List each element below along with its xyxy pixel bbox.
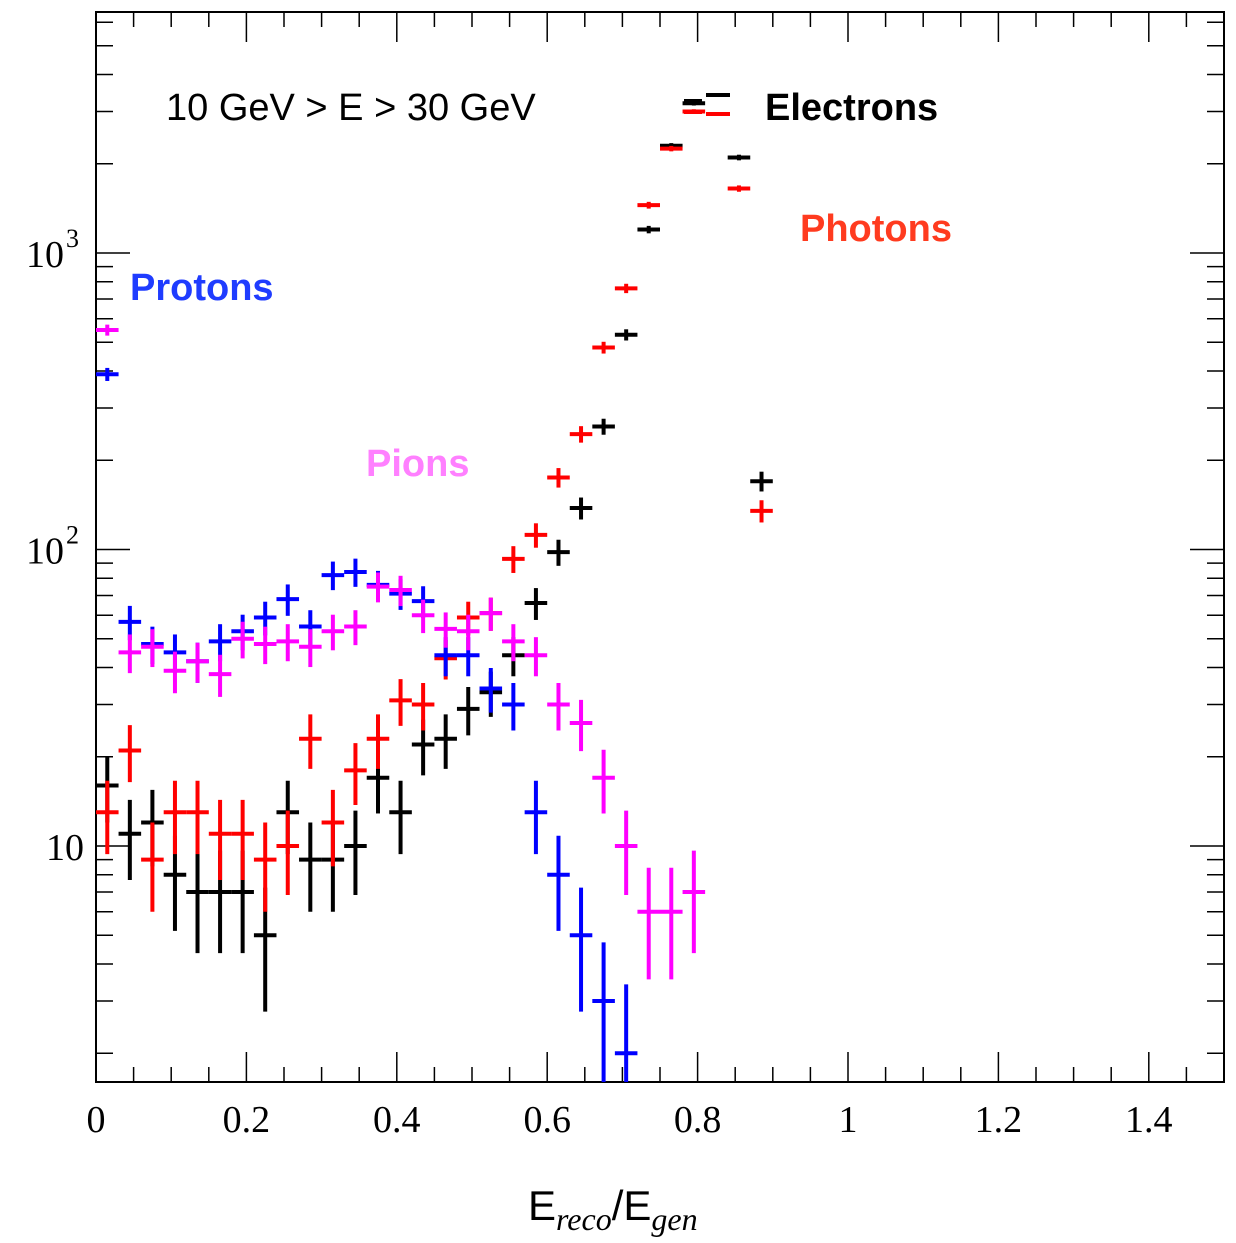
x-axis-title: Ereco/Egen — [528, 1182, 698, 1237]
x-tick-label: 0 — [87, 1099, 106, 1141]
y-tick-label: 10 — [46, 827, 84, 869]
x-axis-title-base1: E — [528, 1182, 556, 1229]
legend-label-protons: Protons — [130, 267, 274, 309]
y-tick-label: 10 — [26, 531, 64, 573]
x-tick-label: 0.8 — [674, 1099, 722, 1141]
y-tick-exponent: 2 — [66, 521, 79, 550]
electrons-legend-marker — [684, 93, 730, 116]
x-tick-label: 0.4 — [373, 1099, 421, 1141]
series-photons — [96, 109, 773, 912]
x-tick-label: 0.6 — [523, 1099, 571, 1141]
x-tick-label: 1 — [839, 1099, 858, 1141]
x-tick-label: 1.2 — [975, 1099, 1023, 1141]
x-axis-title-sep: /E — [612, 1182, 652, 1229]
y-tick-label: 10 — [26, 234, 64, 276]
axis-ticks — [95, 12, 1225, 1082]
range-annotation: 10 GeV > E > 30 GeV — [166, 87, 536, 129]
x-tick-label: 1.4 — [1125, 1099, 1173, 1141]
x-tick-label: 0.2 — [223, 1099, 271, 1141]
x-axis-title-sub1: reco — [556, 1201, 612, 1237]
x-axis-title-sub2: gen — [651, 1201, 697, 1237]
y-tick-exponent: 3 — [66, 224, 79, 253]
legend-label-photons: Photons — [800, 208, 952, 250]
legend-label-pions: Pions — [366, 443, 469, 485]
series-pions — [96, 324, 706, 980]
legend-label-electrons: Electrons — [765, 87, 938, 129]
data-points — [96, 100, 773, 1082]
